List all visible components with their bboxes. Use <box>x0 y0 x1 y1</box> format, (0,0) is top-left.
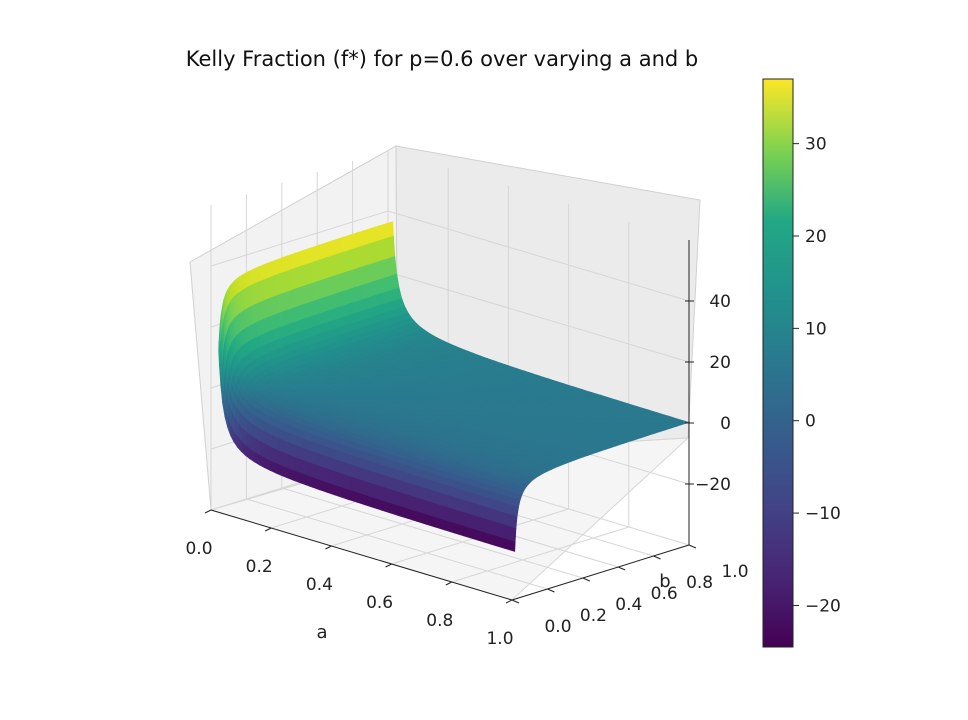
surface-patch <box>292 470 301 484</box>
surface-patch <box>286 467 294 481</box>
colorbar-tick-label: 10 <box>805 319 827 339</box>
floor-grid-line-a <box>451 526 629 583</box>
surface-patch <box>334 237 342 255</box>
x-tick-label: 0.4 <box>306 575 333 595</box>
surface-patch <box>345 234 353 251</box>
y-tick-label: 0.8 <box>686 573 713 593</box>
surface-patch <box>334 471 344 489</box>
x-tick-label: 0.6 <box>366 593 393 613</box>
x-tick-label: 1.0 <box>486 629 513 649</box>
surface-patch <box>351 232 359 250</box>
x-tick-mark <box>204 509 212 514</box>
x-tick-mark <box>505 599 513 604</box>
surface-patch <box>312 463 322 481</box>
floor-grid-line-b <box>246 498 548 590</box>
z-tick-label: 20 <box>709 353 731 373</box>
z-tick-label: 40 <box>709 292 731 312</box>
colorbar <box>762 78 794 648</box>
surface-patch <box>327 468 336 486</box>
y-tick-label: 0.0 <box>544 617 571 637</box>
x-tick-mark <box>385 563 392 568</box>
y-tick-mark <box>688 544 697 549</box>
surface <box>218 221 691 552</box>
x-axis-label: a <box>316 622 327 643</box>
surface-patch <box>218 340 221 365</box>
surface-patch <box>362 228 370 246</box>
z-grid-line <box>210 210 690 302</box>
y-tick-mark <box>582 577 590 582</box>
z-tick-label: −20 <box>695 475 731 495</box>
colorbar-tick-label: −10 <box>805 504 841 524</box>
surface-patch <box>340 235 348 253</box>
y-tick-mark <box>511 599 520 604</box>
surface-patch <box>329 239 337 257</box>
colorbar-tick-label: 0 <box>805 412 816 432</box>
surface-patch <box>305 475 314 488</box>
surface-patch <box>306 461 315 479</box>
x-tick-mark <box>264 527 272 532</box>
colorbar-tick-label: 20 <box>805 227 827 247</box>
x-tick-mark <box>445 581 453 586</box>
surface-patch <box>374 225 382 242</box>
surface-patch <box>274 462 282 476</box>
z-axis-ticks: −20 0 20 40 <box>685 292 731 495</box>
y-axis-line <box>511 544 690 601</box>
surface-patch <box>312 477 321 491</box>
x-axis-line <box>210 509 513 601</box>
surface-patch <box>380 223 388 240</box>
x-tick-label: 0.8 <box>426 611 453 631</box>
x-tick-mark <box>325 545 332 550</box>
axis-lines <box>210 240 690 601</box>
y-tick-label: 0.2 <box>580 606 607 626</box>
x-tick-label: 0.0 <box>185 539 212 559</box>
surface-patch <box>386 221 394 238</box>
x-tick-label: 0.2 <box>246 557 273 577</box>
surface-patch <box>269 446 277 464</box>
colorbar-tick-label: −20 <box>805 596 841 616</box>
x-axis-ticks: 0.0 0.2 0.4 0.6 0.8 1.0 <box>185 509 514 649</box>
surface-patch <box>368 226 376 244</box>
colorbar-ticks: −20 −10 0 10 20 30 <box>793 135 841 616</box>
chart-title: Kelly Fraction (f*) for p=0.6 over varyi… <box>186 47 699 71</box>
y-axis-label: b <box>659 571 670 592</box>
surface-patch <box>304 247 311 265</box>
surface-patch <box>356 230 364 248</box>
floor-grid-line-b <box>281 487 583 579</box>
y-tick-label: 0.6 <box>651 584 678 604</box>
y-tick-label: 0.4 <box>615 595 642 615</box>
surface-patch <box>275 449 283 467</box>
surface-patch <box>293 456 302 474</box>
surface-patch <box>299 472 307 486</box>
surface-patch <box>341 473 351 491</box>
z-tick-label: 0 <box>720 414 731 434</box>
y-tick-mark <box>547 588 555 593</box>
y-tick-mark <box>653 555 661 560</box>
surface-patch <box>287 454 295 472</box>
colorbar-tick-label: 30 <box>805 135 827 155</box>
y-tick-mark <box>618 566 626 571</box>
y-tick-label: 1.0 <box>721 562 748 582</box>
y-axis-ticks: 0.0 0.2 0.4 0.6 0.8 1.0 <box>511 544 749 637</box>
surface-patch <box>280 465 288 479</box>
